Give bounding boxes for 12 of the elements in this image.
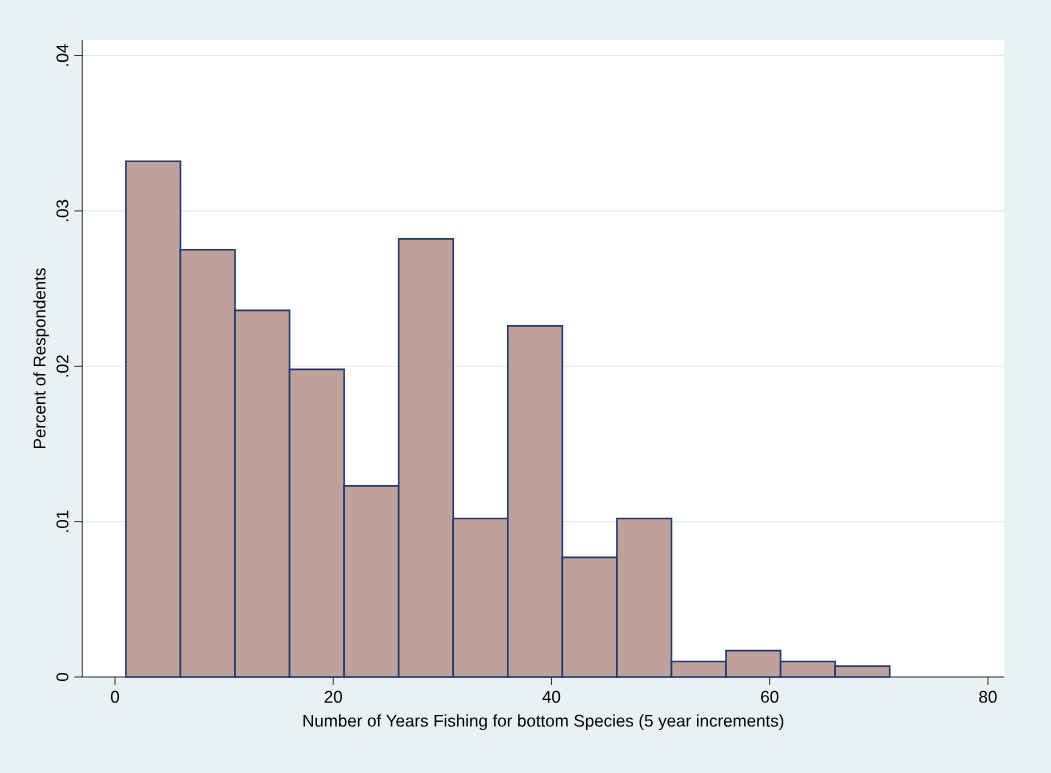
x-tick-label: 60 (761, 690, 779, 703)
x-tick-label: 40 (542, 690, 561, 703)
x-tick-label: 0 (110, 690, 120, 703)
x-tick-label: 20 (324, 690, 342, 703)
x-axis-title: Number of Years Fishing for bottom Species (5 year increments) (303, 714, 784, 731)
y-tick-label: 0 (56, 672, 69, 682)
x-tick-label: 80 (979, 690, 997, 703)
y-axis-title: Percent of Respondents (33, 268, 49, 448)
y-tick-label: .04 (56, 44, 69, 66)
y-tick-label: .03 (56, 199, 69, 222)
y-tick-label: .02 (56, 355, 69, 377)
y-tick-label: .01 (56, 510, 69, 532)
